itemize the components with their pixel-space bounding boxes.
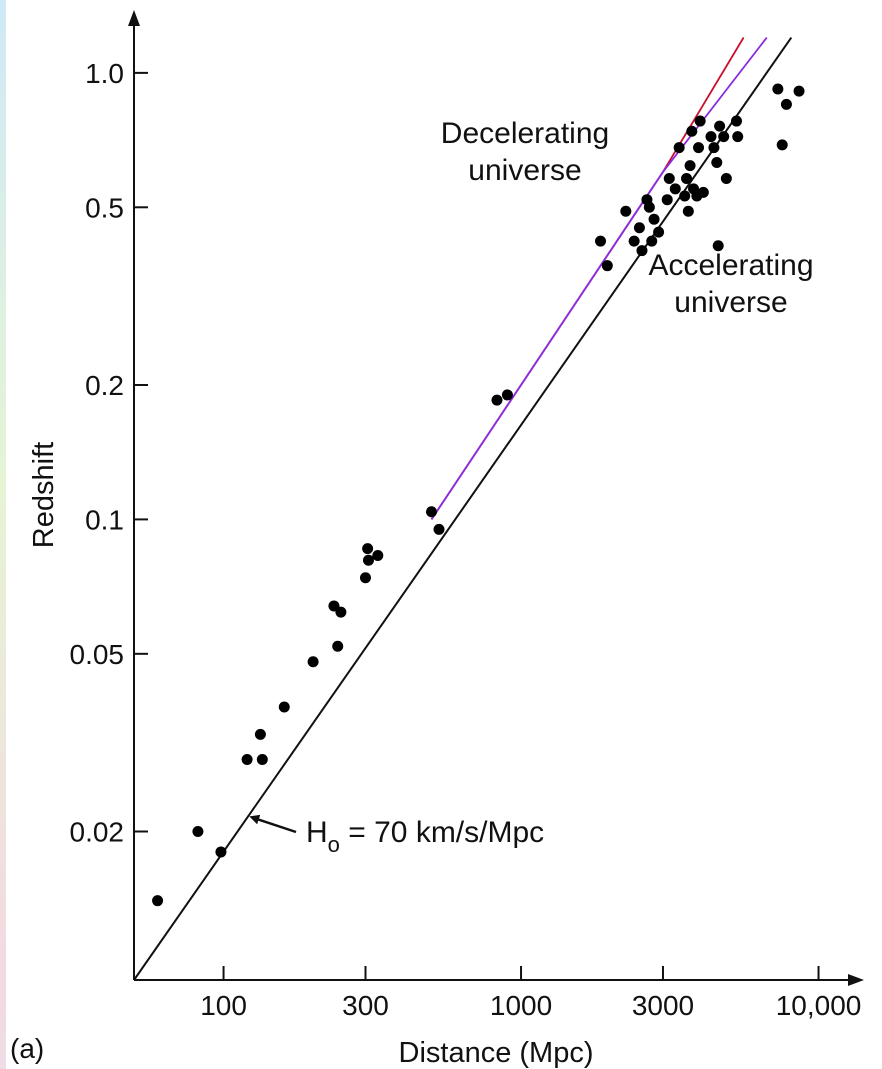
- data-point: [362, 554, 374, 566]
- data-point: [215, 846, 227, 858]
- x-tick-label: 10,000: [776, 990, 862, 1021]
- data-point: [712, 240, 724, 252]
- panel-label: (a): [10, 1033, 44, 1064]
- data-point: [693, 142, 705, 154]
- data-point: [697, 186, 709, 198]
- accelerating-annotation: Accelerating universe: [648, 249, 813, 319]
- data-point: [362, 543, 374, 555]
- y-axis-arrow: [128, 10, 140, 26]
- data-point: [501, 389, 513, 401]
- x-tick-label: 1000: [490, 990, 552, 1021]
- data-point: [682, 205, 694, 217]
- data-point: [646, 235, 658, 247]
- data-point: [776, 139, 788, 151]
- data-point: [669, 183, 681, 195]
- data-point: [663, 173, 675, 185]
- data-point: [359, 572, 371, 584]
- data-point: [661, 194, 673, 206]
- fit-line-2: [430, 36, 768, 520]
- data-point: [648, 213, 660, 225]
- data-point: [636, 245, 648, 257]
- x-tick-label: 300: [342, 990, 389, 1021]
- data-point: [653, 226, 665, 238]
- accelerating-line1: Accelerating: [648, 249, 813, 282]
- data-point: [708, 142, 720, 154]
- data-point: [720, 173, 732, 185]
- data-point: [732, 131, 744, 143]
- y-tick-label: 1.0: [85, 58, 124, 89]
- data-point: [595, 235, 607, 247]
- x-tick-label: 3000: [632, 990, 694, 1021]
- data-point: [711, 156, 723, 168]
- data-point: [714, 120, 726, 132]
- data-point: [335, 606, 347, 618]
- decelerating-line2: universe: [468, 154, 581, 187]
- data-points: [152, 83, 805, 907]
- data-point: [673, 142, 685, 154]
- ticks: 100 300 1000 3000 10,000 0.02 0.05 0.1 0.2 0.5 1.0: [70, 58, 862, 1021]
- y-tick-label: 0.1: [85, 504, 124, 535]
- data-point: [681, 173, 693, 185]
- data-point: [372, 550, 384, 562]
- data-point: [628, 235, 640, 247]
- data-point: [152, 895, 164, 907]
- data-point: [718, 131, 730, 143]
- data-point: [694, 115, 706, 127]
- hubble-subscript: o: [328, 832, 340, 857]
- data-point: [643, 201, 655, 213]
- accelerating-line2: universe: [674, 286, 787, 319]
- y-tick-label: 0.02: [70, 817, 125, 848]
- data-point: [256, 753, 268, 765]
- data-point: [254, 728, 266, 740]
- data-point: [780, 98, 792, 110]
- data-point: [278, 701, 290, 713]
- hubble-constant-annotation: Ho = 70 km/s/Mpc: [249, 814, 544, 857]
- data-point: [433, 523, 445, 535]
- data-point: [633, 222, 645, 234]
- data-point: [679, 190, 691, 202]
- data-point: [332, 640, 344, 652]
- chart-panel: 100 300 1000 3000 10,000 0.02 0.05 0.1 0.2 0.5 1.0…: [6, 0, 882, 1069]
- axes: [128, 10, 864, 986]
- data-point: [684, 160, 696, 172]
- y-tick-label: 0.05: [70, 639, 125, 670]
- data-point: [192, 826, 204, 838]
- data-point: [793, 85, 805, 97]
- data-point: [620, 205, 632, 217]
- data-point: [307, 656, 319, 668]
- data-point: [601, 260, 613, 272]
- data-point: [491, 394, 503, 406]
- data-point: [686, 125, 698, 137]
- hubble-h: H: [306, 816, 328, 849]
- y-axis-title: Redshift: [28, 442, 60, 548]
- y-tick-label: 0.2: [85, 370, 124, 401]
- x-axis-arrow: [848, 974, 864, 986]
- hubble-diagram: 100 300 1000 3000 10,000 0.02 0.05 0.1 0.2 0.5 1.0…: [10, 10, 864, 1069]
- hubble-constant-label: Ho = 70 km/s/Mpc: [306, 816, 544, 857]
- y-tick-label: 0.5: [85, 192, 124, 223]
- data-point: [772, 83, 784, 95]
- decelerating-line1: Decelerating: [441, 117, 609, 150]
- data-point: [425, 506, 437, 518]
- data-point: [705, 131, 717, 143]
- x-axis-title: Distance (Mpc): [399, 1037, 594, 1069]
- data-point: [731, 115, 743, 127]
- decelerating-annotation: Decelerating universe: [441, 117, 609, 187]
- data-point: [241, 753, 253, 765]
- hubble-value: = 70 km/s/Mpc: [340, 816, 544, 849]
- hubble-arrow: [249, 814, 297, 834]
- x-tick-label: 100: [200, 990, 247, 1021]
